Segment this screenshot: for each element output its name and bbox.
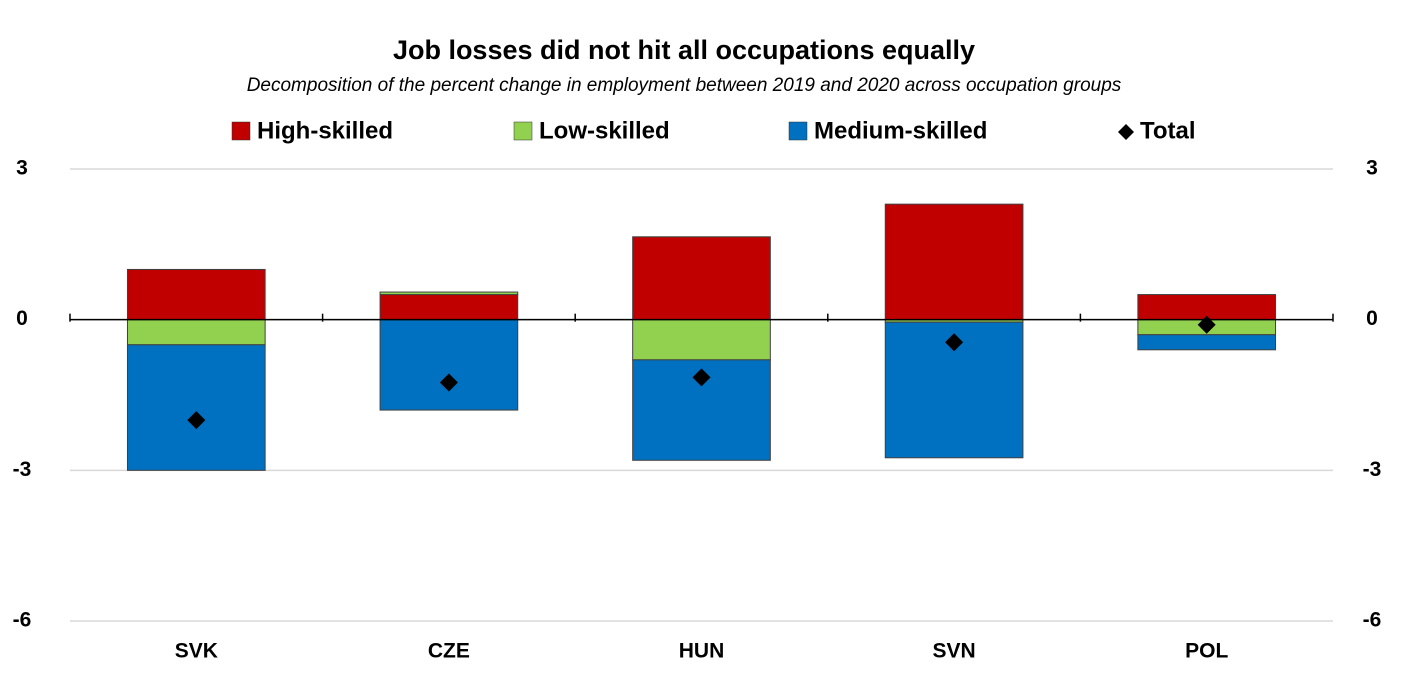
x-tick-label: SVK: [175, 640, 218, 663]
legend-swatch: [788, 121, 808, 141]
bar-segment: [1137, 294, 1277, 321]
legend-label: Total: [1140, 117, 1196, 144]
total-marker: [439, 373, 458, 392]
bar-segment: [126, 344, 266, 471]
y2-tick-label: -3: [1363, 458, 1382, 481]
y2-tick-label: 0: [1366, 307, 1378, 330]
bar-segment: [379, 291, 519, 296]
x-tick-label: CZE: [428, 640, 470, 663]
y-tick-label: -6: [13, 609, 32, 632]
x-tick-label: SVN: [933, 640, 976, 663]
legend-label: Low-skilled: [539, 117, 670, 144]
chart-title: Job losses did not hit all occupations e…: [393, 35, 975, 65]
bar-segment: [126, 319, 266, 346]
total-marker: [1197, 315, 1216, 334]
bar-segment: [884, 203, 1024, 321]
bar-segment: [126, 268, 266, 321]
legend-swatch: [513, 121, 533, 141]
legend-marker: [1118, 124, 1134, 140]
legend-label: Medium-skilled: [814, 117, 987, 144]
total-marker: [692, 368, 711, 387]
total-marker: [945, 333, 964, 352]
chart-subtitle: Decomposition of the percent change in e…: [247, 75, 1122, 96]
bar-segment: [379, 294, 519, 321]
y-tick-label: 0: [16, 307, 28, 330]
y2-tick-label: 3: [1366, 157, 1378, 180]
x-tick-label: HUN: [679, 640, 725, 663]
legend-swatch: [231, 121, 251, 141]
y2-tick-label: -6: [1363, 609, 1382, 632]
y-tick-label: -3: [13, 458, 32, 481]
bar-segment: [632, 236, 771, 321]
y-tick-label: 3: [16, 157, 28, 180]
bar-segment: [632, 319, 771, 361]
total-marker: [187, 411, 206, 430]
legend-label: High-skilled: [257, 117, 393, 144]
bar-segment: [1137, 334, 1277, 351]
bar-segment: [379, 319, 519, 411]
x-tick-label: POL: [1185, 640, 1228, 663]
